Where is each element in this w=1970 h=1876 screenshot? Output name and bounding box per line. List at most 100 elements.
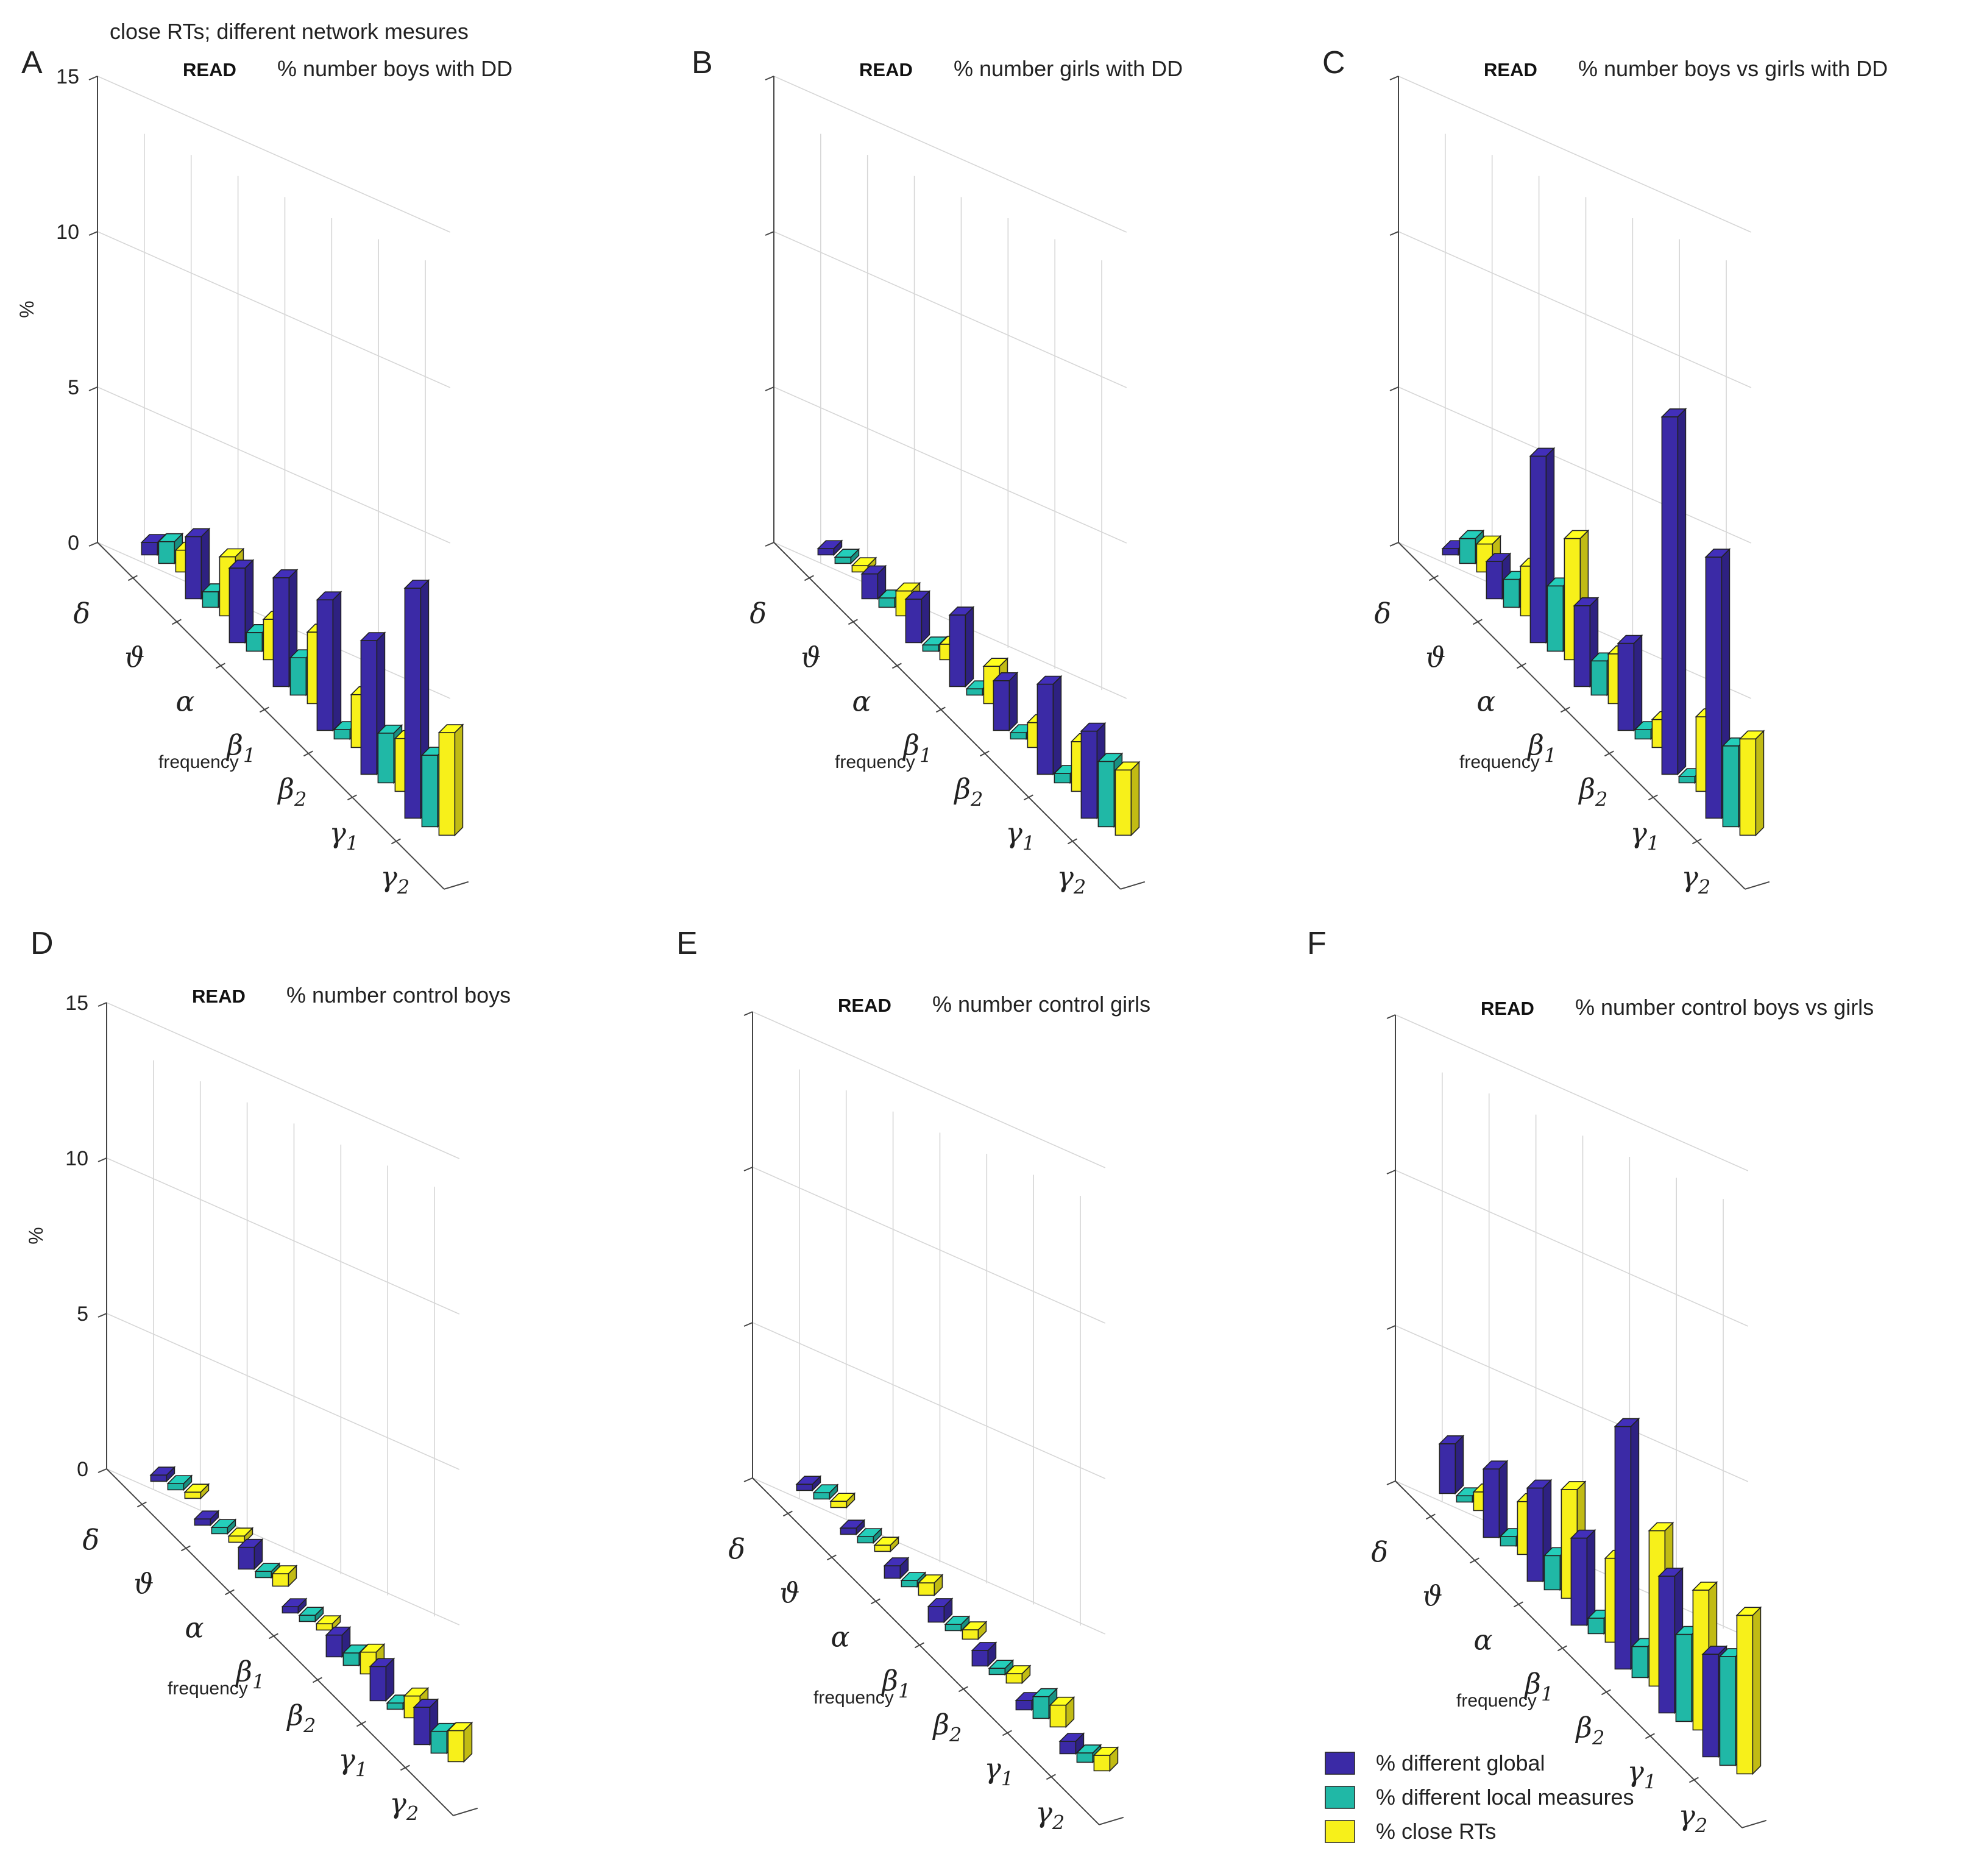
gridline [1395, 1170, 1749, 1327]
condition-label: READ [838, 995, 891, 1016]
x-tick-label: δ [1374, 597, 1391, 630]
bar [369, 1657, 395, 1702]
bar [193, 1510, 220, 1527]
gridline [106, 1002, 460, 1159]
y-tick [88, 386, 98, 391]
x-tick [215, 663, 225, 669]
figure-header: close RTs; different network mesures [110, 19, 469, 44]
x-tick-label: α [1473, 1623, 1492, 1656]
y-tick-label: 5 [77, 1302, 88, 1326]
x-tick [268, 1633, 278, 1640]
bar [1738, 730, 1765, 837]
y-axis-label: % [16, 300, 38, 318]
bar [1657, 1567, 1684, 1714]
x-axis [752, 1477, 1100, 1825]
bar [1660, 407, 1687, 776]
y-tick [88, 542, 98, 547]
condition-label: READ [1481, 998, 1534, 1019]
x-tick [259, 706, 269, 713]
x-tick-label: γ2 [389, 1786, 419, 1825]
bar [1526, 1479, 1553, 1583]
x-tick-label: δ [1371, 1535, 1388, 1568]
x-tick [180, 1545, 191, 1552]
bar [1005, 1665, 1032, 1685]
x-axis [1395, 1480, 1743, 1828]
x-tick [1428, 575, 1439, 581]
bar [860, 564, 887, 600]
gridline [1395, 1014, 1749, 1171]
x-tick-label: δ [728, 1532, 745, 1565]
y-tick [765, 231, 774, 236]
x-tick [870, 1598, 880, 1605]
panel-title: % number boys vs girls with DD [1578, 56, 1888, 81]
y-tick [1386, 1480, 1396, 1485]
gridline [773, 76, 1127, 233]
x-tick-label: γ2 [380, 860, 409, 898]
x-tick-label: γ1 [984, 1752, 1013, 1790]
bar [795, 1475, 822, 1492]
x-tick-label: ϑ [124, 641, 144, 673]
y-tick [1386, 1325, 1396, 1330]
x-tick [1645, 1733, 1655, 1739]
panel-title: % number control boys [286, 982, 511, 1007]
x-tick [356, 1721, 366, 1727]
y-tick [743, 1322, 753, 1327]
legend-label: % different local measures [1376, 1785, 1634, 1810]
x-tick-label: γ1 [1005, 816, 1035, 855]
gridline [752, 1322, 1106, 1479]
bar [438, 723, 464, 837]
bar [1036, 675, 1063, 776]
bar [1614, 1417, 1640, 1671]
x-tick-label: γ1 [338, 1743, 367, 1781]
x-tick [224, 1589, 235, 1596]
x-tick [891, 663, 902, 669]
x-tick [848, 619, 858, 625]
x-tick-label: β2 [1575, 1711, 1604, 1749]
bar [1482, 1460, 1509, 1539]
y-tick-label: 15 [65, 992, 88, 1015]
y-tick [97, 1002, 107, 1007]
x-tick [1002, 1730, 1012, 1736]
bar [183, 1483, 210, 1500]
bar [1563, 529, 1590, 661]
x-tick [391, 838, 401, 845]
x-tick [303, 750, 313, 757]
gridline [1398, 231, 1752, 388]
panel-C: C READ % number boys vs girls with DD frequ… [1322, 45, 1888, 898]
x-tick-label: α [831, 1620, 849, 1653]
panel-F: F READ % number control boys vs girls frequ… [1307, 926, 1874, 1837]
panels: A READ % number boys with DD 0 5 10 15% frequen… [16, 45, 1888, 1837]
panel-B: B READ% number girls with DDfrequencyδϑαβ… [692, 45, 1183, 898]
x-axis-end [1120, 881, 1146, 890]
y-tick-label: 0 [68, 531, 79, 555]
y-axis-label: % [25, 1227, 47, 1244]
condition-label: READ [183, 59, 236, 80]
x-tick-label: β1 [235, 1655, 264, 1693]
x-axis-label: frequency [1459, 752, 1540, 772]
panel-letter: C [1322, 45, 1345, 80]
x-tick [1692, 838, 1702, 845]
bar [904, 590, 931, 644]
x-tick-label: β2 [932, 1708, 962, 1746]
panel-D: D READ % number control boys 0 5 10 15% frequen… [25, 926, 511, 1825]
bar [817, 539, 843, 556]
y-tick [1386, 1014, 1396, 1019]
x-axis-end [1741, 1819, 1767, 1828]
x-tick-label: γ2 [1678, 1799, 1707, 1837]
x-tick [782, 1510, 793, 1517]
gridline [1398, 386, 1752, 544]
bar [927, 1597, 954, 1624]
x-tick-label: β1 [1523, 1667, 1553, 1705]
bar [228, 559, 255, 644]
bar [1114, 761, 1141, 837]
x-tick [1472, 619, 1483, 625]
x-tick-label: γ1 [1630, 816, 1659, 855]
legend-swatch [1325, 1820, 1355, 1843]
x-tick-label: γ1 [1627, 1755, 1656, 1793]
panel-letter: F [1307, 926, 1327, 961]
gridline [752, 1477, 1106, 1635]
y-tick [765, 386, 774, 391]
x-tick-label: ϑ [779, 1576, 799, 1609]
x-axis-label: frequency [835, 752, 915, 772]
